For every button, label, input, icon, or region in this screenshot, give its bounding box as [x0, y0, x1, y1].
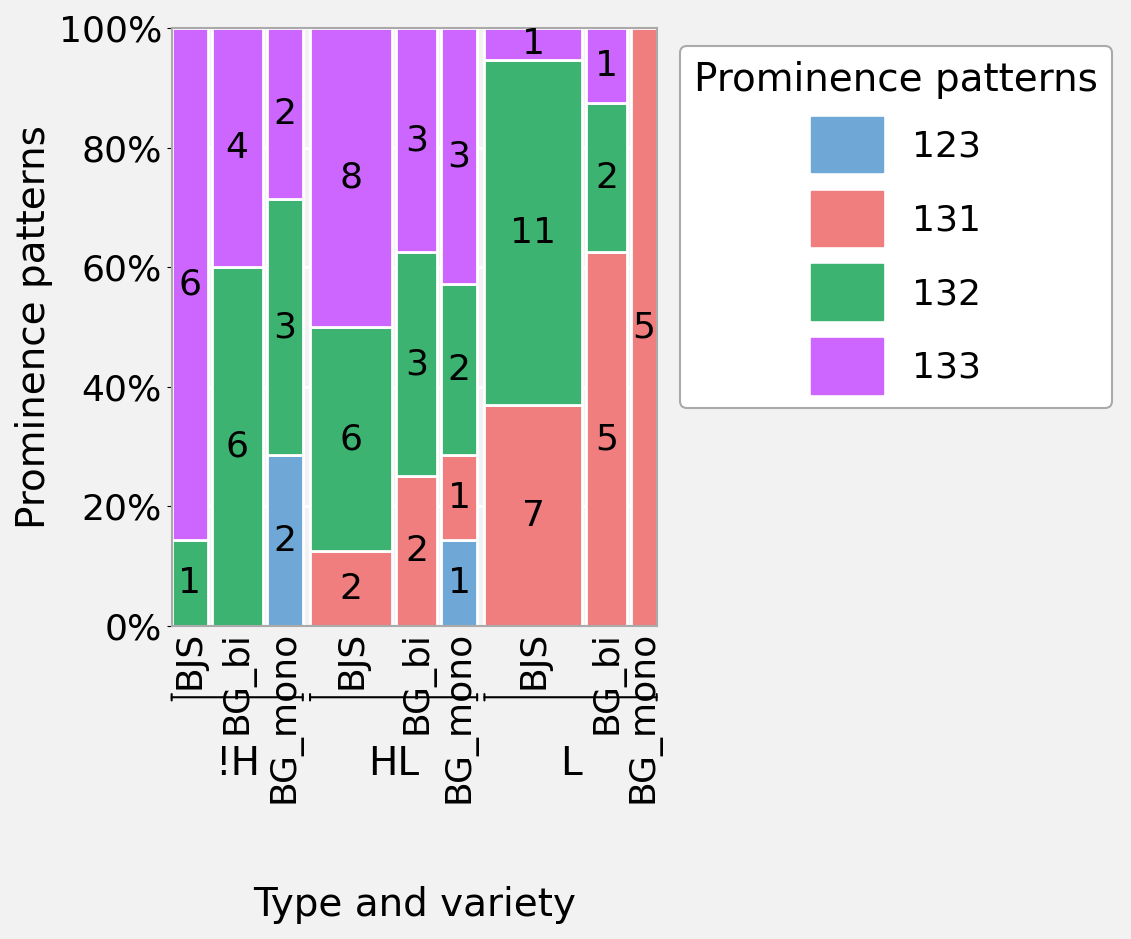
Bar [484, 60, 582, 406]
Text: L: L [560, 746, 581, 783]
Text: 2: 2 [595, 161, 618, 194]
Text: 1: 1 [178, 566, 201, 600]
Text: 2: 2 [274, 97, 296, 131]
Bar [441, 455, 477, 540]
Text: 6: 6 [339, 422, 363, 456]
Text: 1: 1 [448, 566, 470, 600]
Legend: 123, 131, 132, 133: 123, 131, 132, 133 [680, 47, 1112, 408]
Text: 5: 5 [632, 310, 655, 344]
Bar [310, 551, 392, 625]
Bar [211, 268, 262, 625]
Text: 6: 6 [178, 268, 201, 301]
Text: 7: 7 [521, 499, 545, 532]
Text: 6: 6 [226, 429, 249, 464]
Bar [172, 28, 208, 540]
Text: !H: !H [215, 746, 260, 783]
Text: 5: 5 [595, 422, 618, 456]
Bar [441, 285, 477, 455]
Text: 11: 11 [510, 216, 556, 250]
Text: HL: HL [368, 746, 420, 783]
Bar [396, 253, 438, 476]
Text: 2: 2 [339, 571, 363, 606]
Bar [267, 455, 303, 625]
Y-axis label: Prominence patterns: Prominence patterns [15, 125, 53, 529]
Text: 2: 2 [448, 353, 470, 387]
Bar [396, 28, 438, 253]
Bar [586, 103, 627, 253]
Bar [267, 199, 303, 455]
Bar [441, 540, 477, 625]
Bar [441, 28, 477, 285]
Text: 1: 1 [448, 481, 470, 515]
Bar [172, 540, 208, 625]
Bar [310, 327, 392, 551]
Bar [310, 28, 392, 327]
X-axis label: Type and variety: Type and variety [252, 886, 576, 924]
Text: 2: 2 [405, 534, 429, 568]
Text: 4: 4 [226, 131, 249, 165]
Text: 3: 3 [405, 123, 429, 158]
Bar [396, 476, 438, 625]
Text: 3: 3 [405, 347, 429, 381]
Bar [631, 28, 656, 625]
Bar [484, 28, 582, 60]
Text: 8: 8 [339, 161, 363, 194]
Text: 2: 2 [274, 523, 296, 558]
Bar [586, 253, 627, 625]
Bar [211, 28, 262, 268]
Text: 3: 3 [274, 310, 296, 344]
Text: 1: 1 [521, 27, 545, 61]
Bar [484, 406, 582, 625]
Text: 3: 3 [448, 140, 470, 174]
Bar [586, 28, 627, 103]
Bar [267, 28, 303, 199]
Text: 1: 1 [595, 49, 618, 83]
